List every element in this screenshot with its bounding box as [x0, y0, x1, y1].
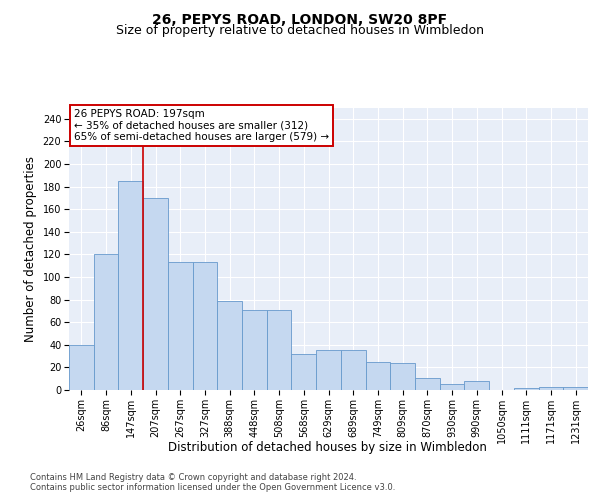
Bar [118, 181, 143, 390]
Bar [365, 362, 390, 390]
Bar [217, 300, 242, 390]
Bar [341, 350, 365, 390]
Bar [539, 386, 563, 390]
Bar [168, 262, 193, 390]
Text: Size of property relative to detached houses in Wimbledon: Size of property relative to detached ho… [116, 24, 484, 37]
Bar [292, 354, 316, 390]
Bar [440, 384, 464, 390]
Bar [69, 345, 94, 390]
Bar [464, 381, 489, 390]
Bar [390, 363, 415, 390]
Y-axis label: Number of detached properties: Number of detached properties [24, 156, 37, 342]
Text: Distribution of detached houses by size in Wimbledon: Distribution of detached houses by size … [167, 441, 487, 454]
Bar [193, 262, 217, 390]
Bar [316, 350, 341, 390]
Text: 26, PEPYS ROAD, LONDON, SW20 8PF: 26, PEPYS ROAD, LONDON, SW20 8PF [152, 12, 448, 26]
Text: 26 PEPYS ROAD: 197sqm
← 35% of detached houses are smaller (312)
65% of semi-det: 26 PEPYS ROAD: 197sqm ← 35% of detached … [74, 109, 329, 142]
Text: Contains HM Land Registry data © Crown copyright and database right 2024.: Contains HM Land Registry data © Crown c… [30, 472, 356, 482]
Bar [242, 310, 267, 390]
Bar [415, 378, 440, 390]
Text: Contains public sector information licensed under the Open Government Licence v3: Contains public sector information licen… [30, 484, 395, 492]
Bar [143, 198, 168, 390]
Bar [267, 310, 292, 390]
Bar [514, 388, 539, 390]
Bar [94, 254, 118, 390]
Bar [563, 386, 588, 390]
